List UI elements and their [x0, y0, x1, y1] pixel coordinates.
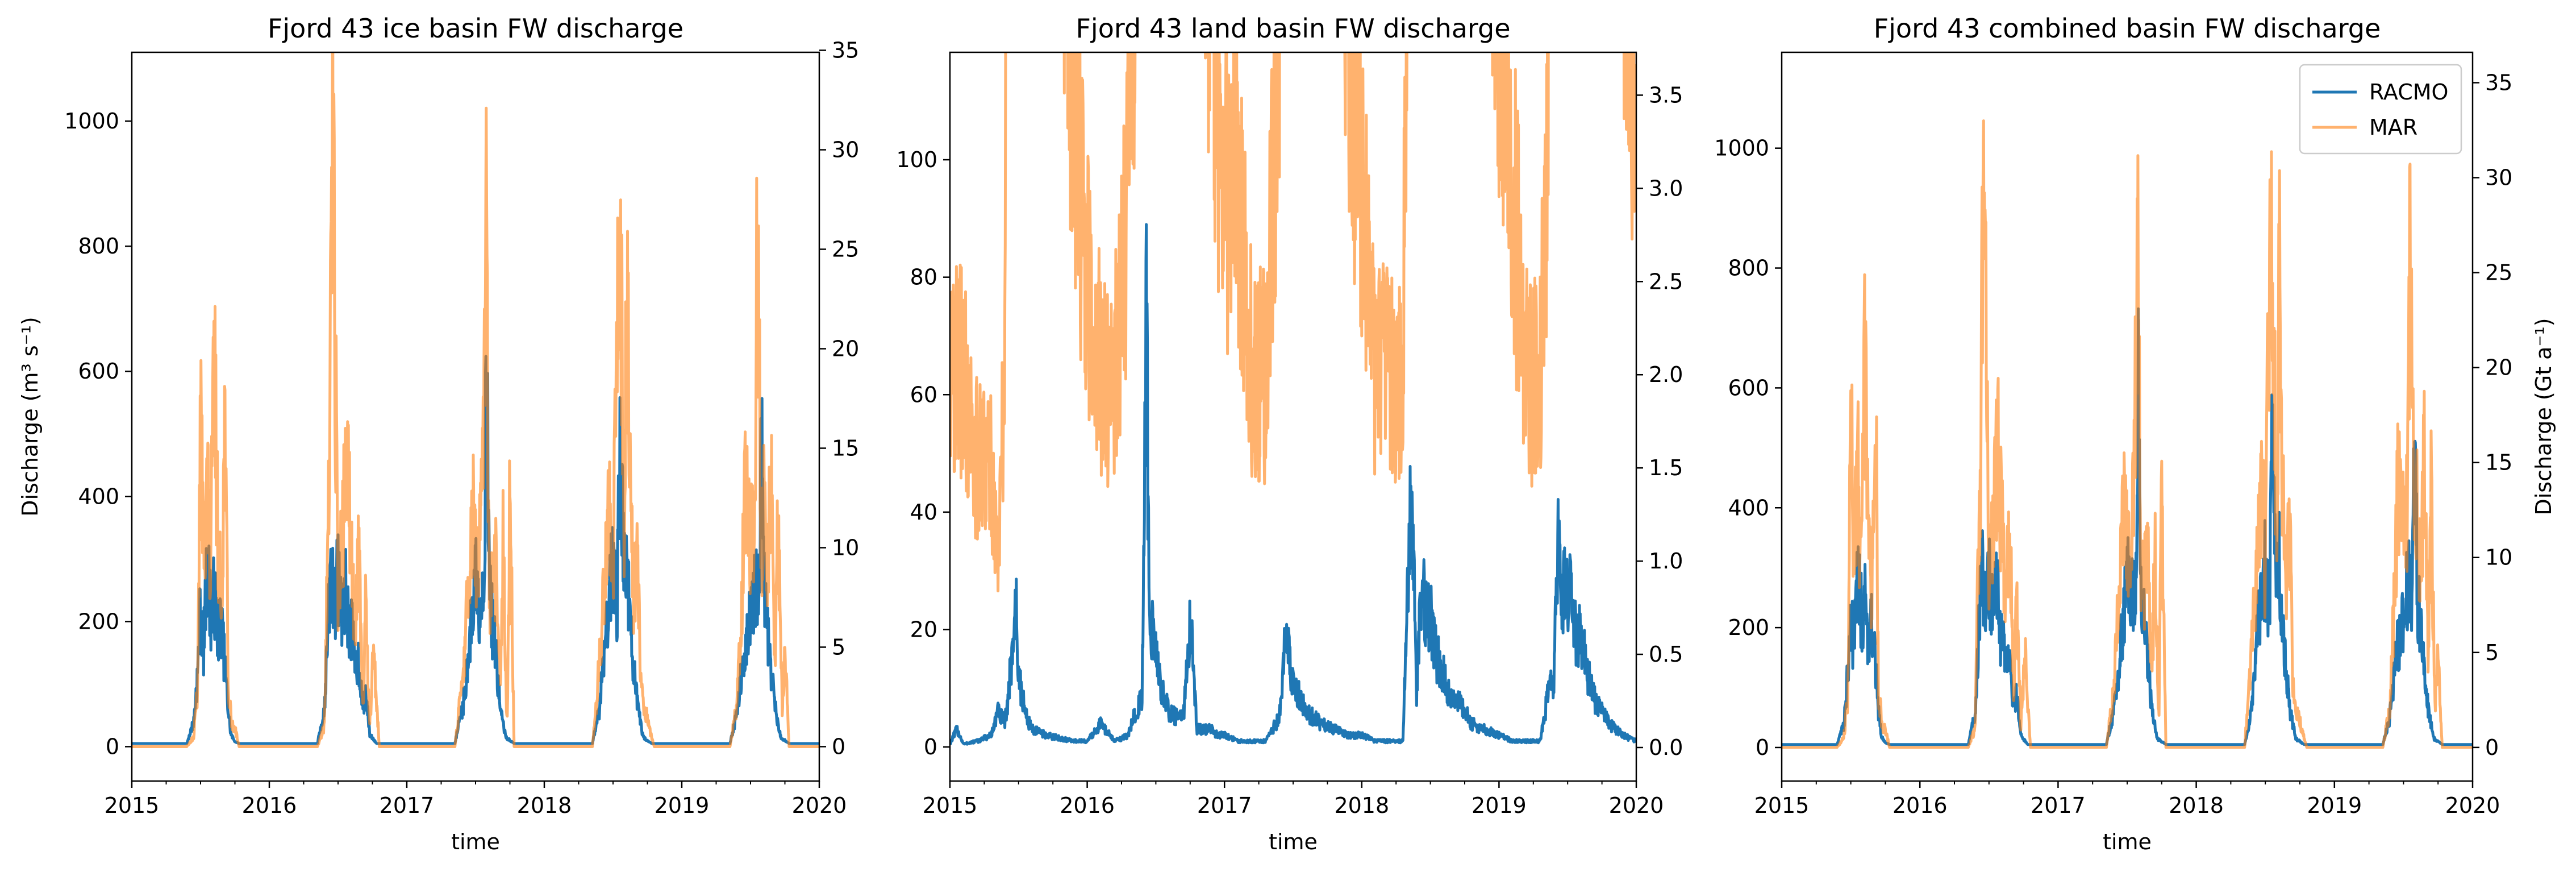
chart-title: Fjord 43 land basin FW discharge	[1076, 13, 1510, 44]
y-tick-label: 200	[1728, 615, 1769, 640]
series-line-mar	[1782, 119, 2473, 749]
y-tick-label: 800	[78, 234, 119, 259]
x-tick-label: 2017	[380, 793, 435, 818]
legend-label-mar: MAR	[2369, 115, 2417, 140]
y2-tick-label: 35	[832, 38, 859, 63]
y-tick-label: 40	[910, 500, 937, 525]
y-tick-label: 400	[1728, 495, 1769, 520]
x-tick-label: 2016	[242, 793, 297, 818]
series-line-mar	[132, 52, 819, 748]
y-tick-label: 0	[106, 734, 119, 759]
chart-panel-3: 2015 2016 2017 2018 2019 20200200400600800100…	[1714, 13, 2556, 854]
chart-title: Fjord 43 combined basin FW discharge	[1874, 13, 2381, 44]
y2-tick-label: 15	[832, 435, 859, 460]
series-group	[132, 52, 819, 748]
y2-tick-label: 25	[832, 236, 859, 261]
y2-tick-label: 1.0	[1649, 549, 1683, 574]
y-tick-label: 20	[910, 617, 937, 642]
x-tick-label: 2018	[517, 793, 572, 818]
y2-tick-label: 35	[2485, 70, 2512, 95]
y-tick-label: 1000	[64, 109, 119, 134]
y-tick-label: 600	[1728, 375, 1769, 400]
y2-tick-label: 3.0	[1649, 176, 1683, 201]
chart-title: Fjord 43 ice basin FW discharge	[268, 13, 683, 44]
y-axis-label: Discharge (m³ s⁻¹)	[18, 317, 43, 516]
series-group	[1782, 119, 2473, 749]
x-tick-label: 2016	[1893, 793, 1948, 818]
axes-frame	[131, 51, 820, 782]
axes-frame	[1781, 51, 2474, 782]
y2-tick-label: 30	[832, 137, 859, 162]
legend: RACMO MAR	[2299, 64, 2462, 155]
y-tick-label: 0	[924, 734, 937, 759]
x-tick-label: 2019	[655, 793, 710, 818]
y-tick-label: 80	[910, 265, 937, 290]
series-line-mar	[950, 52, 1636, 593]
y-tick-label: 200	[78, 609, 119, 634]
legend-label-racmo: RACMO	[2369, 80, 2448, 105]
x-tick-label: 2016	[1060, 793, 1115, 818]
x-tick-label: 2020	[2445, 793, 2500, 818]
y2-tick-label: 10	[2485, 545, 2512, 570]
x-axis-label: time	[451, 829, 500, 854]
chart-panel-1: 2015 2016 2017 2018 2019 20200200400600800100…	[18, 13, 859, 854]
y-tick-label: 0	[1756, 735, 1769, 760]
y2-tick-label: 5	[2485, 640, 2499, 665]
y2-tick-label: 10	[832, 535, 859, 560]
y2-tick-label: 2.5	[1649, 269, 1683, 294]
x-tick-label: 2019	[2307, 793, 2362, 818]
x-tick-label: 2015	[105, 793, 160, 818]
y-tick-label: 600	[78, 359, 119, 384]
y-tick-label: 800	[1728, 256, 1769, 281]
chart-panel-2: 2015 2016 2017 2018 2019 2020 0 20 40 60 80 100 0.0 0…	[896, 13, 1683, 854]
x-tick-label: 2015	[1754, 793, 1810, 818]
x-tick-label: 2018	[2169, 793, 2224, 818]
y-tick-label: 100	[896, 147, 937, 172]
y2-tick-label: 0	[2485, 735, 2499, 760]
x-tick-label: 2017	[1197, 793, 1252, 818]
y2-tick-label: 3.5	[1649, 82, 1683, 107]
x-axis-label: time	[1269, 829, 1318, 854]
y2-tick-label: 0.5	[1649, 642, 1683, 667]
x-tick-label: 2015	[923, 793, 978, 818]
x-tick-label: 2017	[2031, 793, 2086, 818]
y2-tick-label: 15	[2485, 450, 2512, 475]
x-tick-label: 2019	[1472, 793, 1527, 818]
y2-tick-label: 5	[832, 634, 845, 659]
y-tick-label: 1000	[1714, 136, 1769, 161]
y2-tick-label: 0.0	[1649, 735, 1683, 760]
x-tick-label: 2020	[1609, 793, 1664, 818]
y2-tick-label: 25	[2485, 260, 2512, 285]
y2-tick-label: 30	[2485, 165, 2512, 190]
y2-axis-label: Discharge (Gt a⁻¹)	[2531, 318, 2556, 515]
x-axis-label: time	[2103, 829, 2152, 854]
y2-tick-label: 2.0	[1649, 362, 1683, 387]
x-tick-label: 2020	[792, 793, 847, 818]
y2-tick-label: 0	[832, 734, 845, 759]
y-tick-label: 60	[910, 382, 937, 407]
y2-tick-label: 1.5	[1649, 455, 1683, 480]
y2-tick-label: 20	[2485, 355, 2512, 380]
x-tick-label: 2018	[1334, 793, 1389, 818]
series-line-racmo	[950, 223, 1636, 746]
series-group	[950, 52, 1636, 746]
y-tick-label: 400	[78, 484, 119, 509]
legend-box	[2299, 64, 2462, 155]
y2-tick-label: 20	[832, 336, 859, 361]
